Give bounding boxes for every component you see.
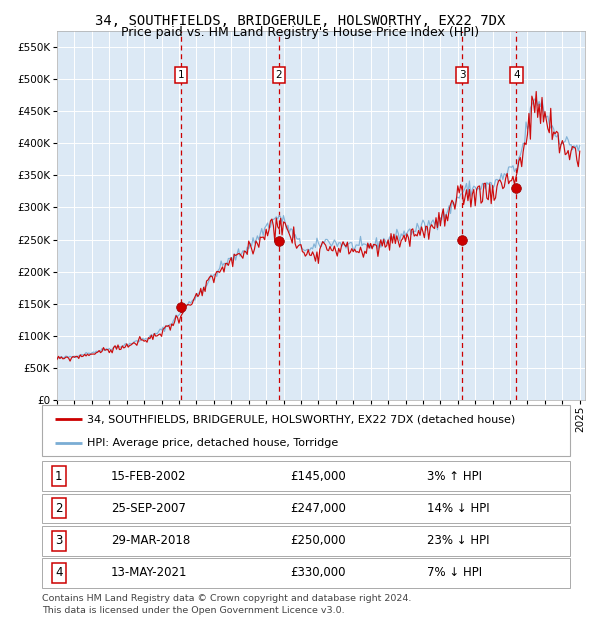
Text: Contains HM Land Registry data © Crown copyright and database right 2024.
This d: Contains HM Land Registry data © Crown c…: [42, 594, 412, 615]
Text: 13-MAY-2021: 13-MAY-2021: [110, 567, 187, 579]
Text: 25-SEP-2007: 25-SEP-2007: [110, 502, 185, 515]
FancyBboxPatch shape: [42, 494, 570, 523]
Text: 2: 2: [275, 70, 282, 80]
Text: 7% ↓ HPI: 7% ↓ HPI: [427, 567, 482, 579]
FancyBboxPatch shape: [42, 558, 570, 588]
FancyBboxPatch shape: [42, 405, 570, 456]
Text: £247,000: £247,000: [290, 502, 346, 515]
Text: 34, SOUTHFIELDS, BRIDGERULE, HOLSWORTHY, EX22 7DX (detached house): 34, SOUTHFIELDS, BRIDGERULE, HOLSWORTHY,…: [87, 414, 515, 424]
Text: 1: 1: [55, 470, 62, 482]
Text: £250,000: £250,000: [290, 534, 346, 547]
Text: Price paid vs. HM Land Registry's House Price Index (HPI): Price paid vs. HM Land Registry's House …: [121, 26, 479, 39]
Text: 34, SOUTHFIELDS, BRIDGERULE, HOLSWORTHY, EX22 7DX: 34, SOUTHFIELDS, BRIDGERULE, HOLSWORTHY,…: [95, 14, 505, 28]
Text: 15-FEB-2002: 15-FEB-2002: [110, 470, 186, 482]
Text: £145,000: £145,000: [290, 470, 346, 482]
Text: 4: 4: [55, 567, 62, 579]
Text: 2: 2: [55, 502, 62, 515]
Text: 3: 3: [458, 70, 465, 80]
Text: 1: 1: [178, 70, 184, 80]
Text: 14% ↓ HPI: 14% ↓ HPI: [427, 502, 490, 515]
Text: HPI: Average price, detached house, Torridge: HPI: Average price, detached house, Torr…: [87, 438, 338, 448]
Text: 4: 4: [513, 70, 520, 80]
Text: 23% ↓ HPI: 23% ↓ HPI: [427, 534, 490, 547]
Text: 3: 3: [55, 534, 62, 547]
FancyBboxPatch shape: [42, 526, 570, 556]
FancyBboxPatch shape: [42, 461, 570, 491]
Text: 29-MAR-2018: 29-MAR-2018: [110, 534, 190, 547]
Text: £330,000: £330,000: [290, 567, 346, 579]
Text: 3% ↑ HPI: 3% ↑ HPI: [427, 470, 482, 482]
